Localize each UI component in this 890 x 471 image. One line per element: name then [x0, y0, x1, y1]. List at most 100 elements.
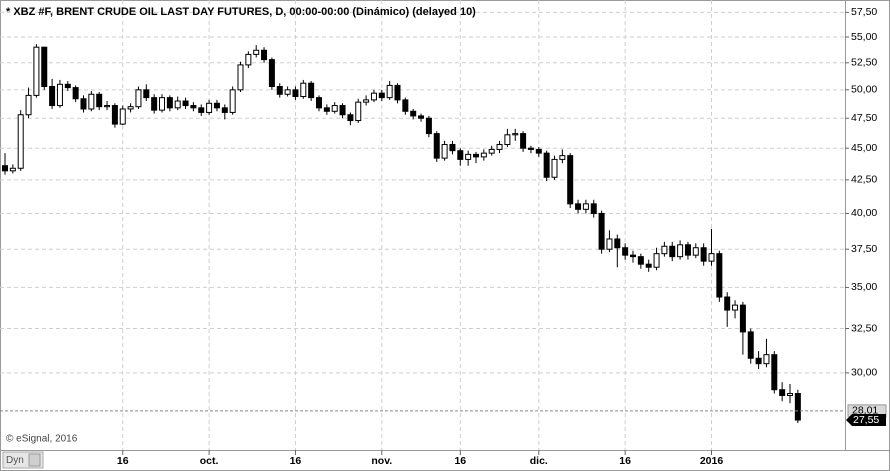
y-tick-label: 30,00 [851, 367, 877, 379]
candle-body [480, 152, 487, 158]
candle-body [221, 107, 228, 113]
candle-body [410, 110, 417, 117]
candle-body [645, 263, 652, 268]
candle-body [637, 256, 644, 265]
x-tick-label: oct. [200, 455, 219, 467]
dyn-button-label[interactable]: Dyn [6, 455, 24, 466]
candle-body [441, 144, 448, 159]
y-tick-label: 45,00 [851, 142, 877, 154]
candle-body [261, 49, 268, 61]
last-price-marker [846, 414, 886, 427]
candle-body [402, 99, 409, 112]
candle-body [72, 87, 79, 100]
candle-body [104, 105, 111, 108]
candle-body [394, 84, 401, 101]
candle-body [386, 84, 393, 99]
candle-body [135, 89, 142, 108]
candle-body [213, 102, 220, 109]
candle-body [300, 82, 307, 98]
candle-body [559, 155, 566, 160]
candle-body [779, 389, 786, 396]
candle-body [543, 152, 550, 178]
candle-body [747, 331, 754, 359]
chart-title: * XBZ #F, BRENT CRUDE OIL LAST DAY FUTUR… [6, 6, 476, 18]
candle-body [355, 101, 362, 122]
y-tick-label: 32,50 [851, 322, 877, 334]
candle-body [331, 105, 338, 112]
candle-body [590, 203, 597, 214]
candle-body [323, 107, 330, 112]
candle-body [143, 89, 150, 99]
candle-body [692, 247, 699, 256]
candle-body [433, 133, 440, 159]
candle-body [732, 304, 739, 311]
candle-body [575, 203, 582, 210]
candle-body [127, 106, 134, 110]
candle-body [370, 92, 377, 101]
last-price-label: 27,55 [853, 414, 879, 426]
candle-body [151, 97, 158, 111]
candle-body [182, 100, 189, 107]
x-tick-label: 16 [619, 455, 631, 467]
candle-body [56, 83, 63, 107]
y-tick-label: 47,50 [851, 112, 877, 124]
reference-label: 28,01 [852, 405, 878, 417]
candle-body [425, 117, 432, 135]
copyright: © eSignal, 2016 [6, 434, 78, 445]
candle-body [119, 108, 126, 125]
candle-body [771, 354, 778, 391]
candle-body [739, 304, 746, 333]
candle-body [33, 46, 40, 96]
candle-body [716, 253, 723, 298]
candle-body [794, 393, 801, 421]
candle-body [17, 114, 24, 169]
candle-body [378, 92, 385, 99]
candle-body [174, 100, 181, 109]
candle-body [111, 105, 118, 125]
candle-body [567, 155, 574, 205]
y-tick-label: 52,50 [851, 57, 877, 69]
candle-body [88, 93, 95, 110]
x-tick-label: 16 [117, 455, 129, 467]
candle-body [198, 107, 205, 113]
candle-body [308, 82, 315, 99]
x-tick-label: nov. [371, 455, 392, 467]
y-tick-label: 40,00 [851, 207, 877, 219]
candle-body [159, 97, 165, 111]
candle-body [527, 147, 534, 150]
lock-icon[interactable] [28, 453, 41, 467]
candle-body [64, 83, 71, 89]
candle-body [535, 148, 542, 154]
candle-body [504, 134, 511, 146]
y-tick-label: 37,50 [851, 243, 877, 255]
candle-body [253, 49, 260, 55]
candle-body [49, 86, 56, 107]
candle-body [763, 354, 770, 365]
candle-body [787, 393, 793, 396]
candle-body [708, 253, 715, 262]
candle-body [677, 244, 684, 258]
candle-body [512, 133, 519, 136]
candle-body [245, 53, 252, 66]
candle-body [9, 167, 16, 172]
candle-body [347, 114, 354, 122]
candle-body [520, 133, 527, 149]
candle-body [449, 144, 456, 152]
candle-body [496, 144, 503, 150]
candle-body [551, 158, 558, 178]
candle-body [190, 105, 197, 109]
x-tick-label: 2016 [700, 455, 724, 467]
candle-body [206, 102, 213, 113]
candle-body [488, 148, 495, 154]
y-tick-label: 57,50 [851, 6, 877, 18]
candle-body [755, 357, 762, 365]
candle-body [25, 94, 32, 116]
candle-body [465, 153, 472, 160]
candle-body [276, 86, 283, 95]
candle-body [700, 247, 707, 262]
candle-body [229, 89, 236, 113]
y-tick-label: 42,50 [851, 174, 877, 186]
candle-body [582, 203, 589, 210]
